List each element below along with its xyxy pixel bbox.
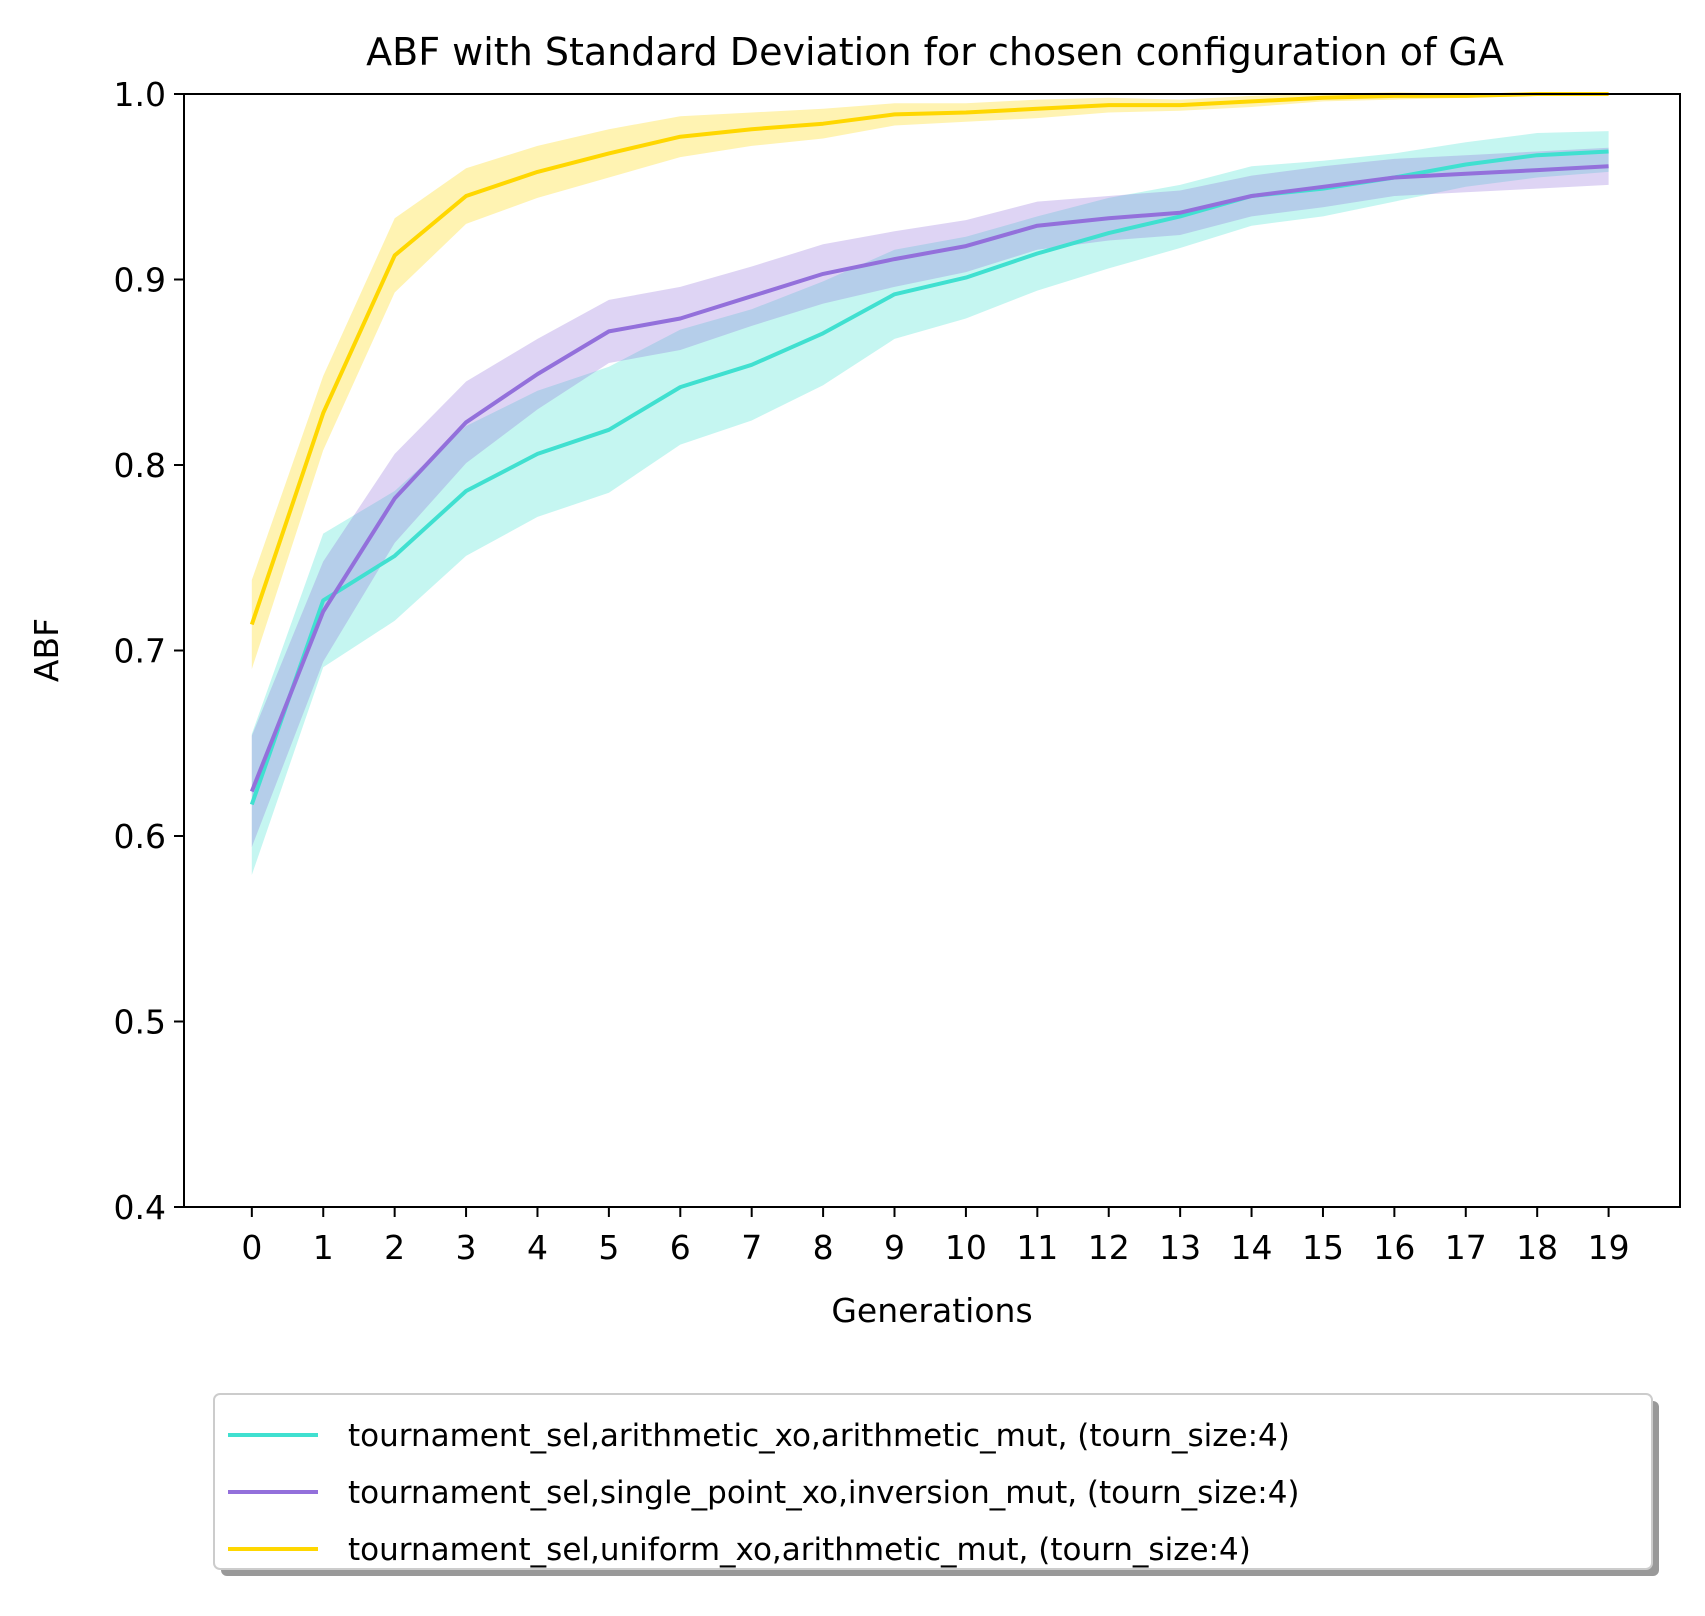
- x-tick-label: 14: [1231, 1228, 1273, 1267]
- y-tick-label: 0.7: [114, 632, 166, 671]
- x-tick-label: 16: [1373, 1228, 1415, 1267]
- series-lines: [249, 92, 1609, 806]
- y-tick-label: 0.5: [114, 1003, 166, 1042]
- x-axis-label: Generations: [831, 1291, 1032, 1330]
- x-tick-label: 18: [1516, 1228, 1558, 1267]
- y-tick-label: 0.8: [114, 446, 166, 485]
- std-band-series-1: [251, 131, 1609, 876]
- x-tick-label: 2: [384, 1228, 405, 1267]
- legend: tournament_sel,arithmetic_xo,arithmetic_…: [213, 1393, 1659, 1576]
- x-tick-label: 15: [1302, 1228, 1344, 1267]
- y-tick-label: 1.0: [114, 75, 166, 114]
- x-tick-label: 1: [313, 1228, 334, 1267]
- x-tick-label: 8: [813, 1228, 834, 1267]
- x-tick-label: 11: [1016, 1228, 1058, 1267]
- x-tick-label: 12: [1088, 1228, 1130, 1267]
- legend-label-2: tournament_sel,single_point_xo,inversion…: [348, 1475, 1300, 1511]
- x-tick-label: 0: [241, 1228, 262, 1267]
- y-axis-ticks: 0.4 0.5 0.6 0.7 0.8 0.9 1.0: [114, 75, 184, 1227]
- series-line-2: [249, 164, 1609, 793]
- legend-items: tournament_sel,arithmetic_xo,arithmetic_…: [228, 1418, 1300, 1568]
- std-band-series-2: [251, 147, 1609, 848]
- x-tick-label: 10: [945, 1228, 987, 1267]
- y-tick-label: 0.9: [114, 261, 166, 300]
- x-tick-label: 19: [1588, 1228, 1630, 1267]
- series-line-3: [249, 92, 1609, 626]
- x-tick-label: 5: [598, 1228, 619, 1267]
- x-axis-ticks: 0 1 2 3 4 5 6 7 8 9 10 11 12 13 14 15 16 17 18 19: [241, 1207, 1630, 1267]
- x-tick-label: 3: [456, 1228, 477, 1267]
- y-tick-label: 0.4: [114, 1188, 166, 1227]
- legend-box: [213, 1393, 1653, 1570]
- x-tick-label: 7: [741, 1228, 762, 1267]
- y-tick-label: 0.6: [114, 817, 166, 856]
- x-tick-label: 4: [527, 1228, 548, 1267]
- y-axis-label: ABF: [27, 618, 66, 682]
- chart-title: ABF with Standard Deviation for chosen c…: [366, 30, 1504, 74]
- x-tick-label: 9: [884, 1228, 905, 1267]
- legend-label-1: tournament_sel,arithmetic_xo,arithmetic_…: [348, 1418, 1290, 1454]
- x-tick-label: 17: [1445, 1228, 1487, 1267]
- std-bands: [251, 92, 1609, 876]
- x-tick-label: 6: [670, 1228, 691, 1267]
- x-tick-label: 13: [1159, 1228, 1201, 1267]
- legend-label-3: tournament_sel,uniform_xo,arithmetic_mut…: [348, 1532, 1251, 1568]
